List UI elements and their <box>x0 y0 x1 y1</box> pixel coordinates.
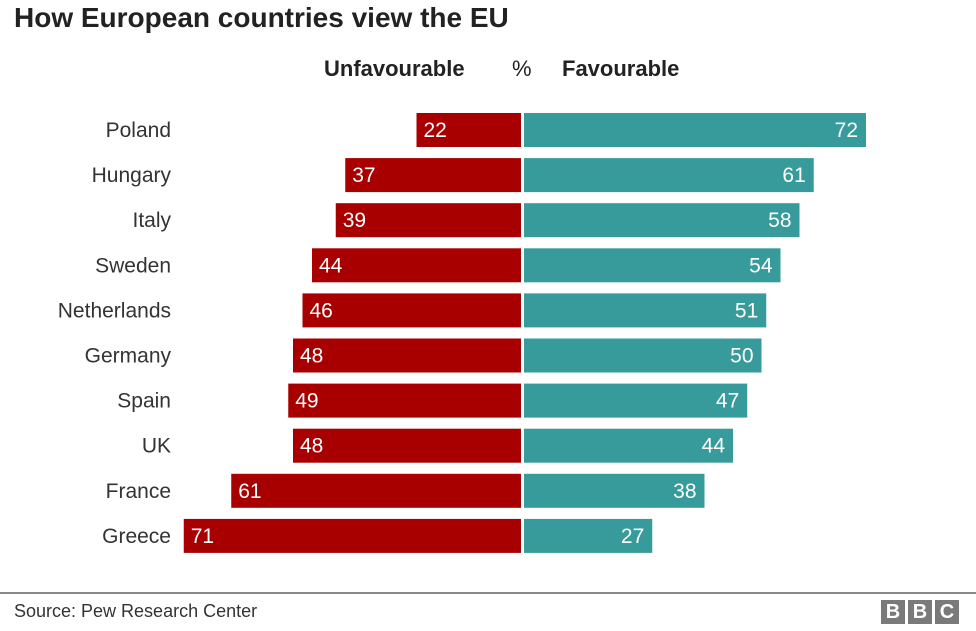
bar-chart: Poland 22 72 Hungary 37 61 Italy 39 58 Sweden 44 54… <box>58 113 866 553</box>
value-label-favourable: 47 <box>716 390 739 413</box>
legend-favourable: Favourable <box>562 56 680 81</box>
value-label-favourable: 51 <box>735 299 758 322</box>
bar-unfavourable <box>288 383 521 418</box>
category-label: UK <box>142 435 171 458</box>
chart-title: How European countries view the EU <box>14 2 509 33</box>
value-label-unfavourable: 46 <box>310 299 333 322</box>
value-label-favourable: 54 <box>749 254 773 277</box>
value-label-unfavourable: 22 <box>424 119 447 142</box>
value-label-favourable: 44 <box>702 435 726 458</box>
value-label-unfavourable: 48 <box>300 435 323 458</box>
bar-unfavourable <box>293 428 521 463</box>
bar-unfavourable <box>312 248 521 283</box>
value-label-unfavourable: 71 <box>191 525 214 548</box>
category-label: Netherlands <box>58 299 171 322</box>
logo-letter: B <box>908 600 932 624</box>
logo-letter: C <box>935 600 959 624</box>
value-label-favourable: 72 <box>835 119 858 142</box>
bar-unfavourable <box>231 473 521 508</box>
bar-favourable <box>524 518 653 553</box>
value-label-unfavourable: 39 <box>343 209 366 232</box>
unit-label: % <box>512 56 532 81</box>
bar-favourable <box>524 428 733 463</box>
value-label-favourable: 27 <box>621 525 644 548</box>
bar-unfavourable <box>302 293 521 328</box>
legend-unfavourable: Unfavourable <box>324 56 465 81</box>
category-label: Hungary <box>92 164 172 187</box>
bar-favourable <box>524 158 814 193</box>
category-label: Poland <box>106 119 171 142</box>
category-label: Germany <box>85 345 172 368</box>
category-label: Italy <box>132 209 171 232</box>
category-label: Spain <box>117 390 171 413</box>
value-label-unfavourable: 49 <box>295 390 318 413</box>
bar-unfavourable <box>293 338 521 373</box>
value-label-unfavourable: 48 <box>300 345 323 368</box>
source-note: Source: Pew Research Center <box>14 601 258 621</box>
bar-favourable <box>524 248 781 283</box>
value-label-unfavourable: 37 <box>352 164 375 187</box>
value-label-unfavourable: 61 <box>238 480 261 503</box>
bar-favourable <box>524 383 748 418</box>
bar-unfavourable <box>183 518 521 553</box>
bar-favourable <box>524 203 800 238</box>
bar-favourable <box>524 293 767 328</box>
category-label: Greece <box>102 525 171 548</box>
bar-favourable <box>524 113 866 147</box>
category-label: France <box>106 480 171 503</box>
bar-favourable <box>524 338 762 373</box>
bar-favourable <box>524 473 705 508</box>
value-label-favourable: 61 <box>782 164 805 187</box>
category-label: Sweden <box>95 254 171 277</box>
bar-unfavourable <box>345 158 521 193</box>
value-label-favourable: 50 <box>730 345 753 368</box>
value-label-unfavourable: 44 <box>319 254 343 277</box>
logo-letter: B <box>881 600 905 624</box>
value-label-favourable: 58 <box>768 209 791 232</box>
value-label-favourable: 38 <box>673 480 696 503</box>
bbc-logo: B B C <box>881 600 959 624</box>
bar-unfavourable <box>335 203 521 238</box>
bar-unfavourable <box>416 113 521 147</box>
footer-divider <box>0 592 976 594</box>
